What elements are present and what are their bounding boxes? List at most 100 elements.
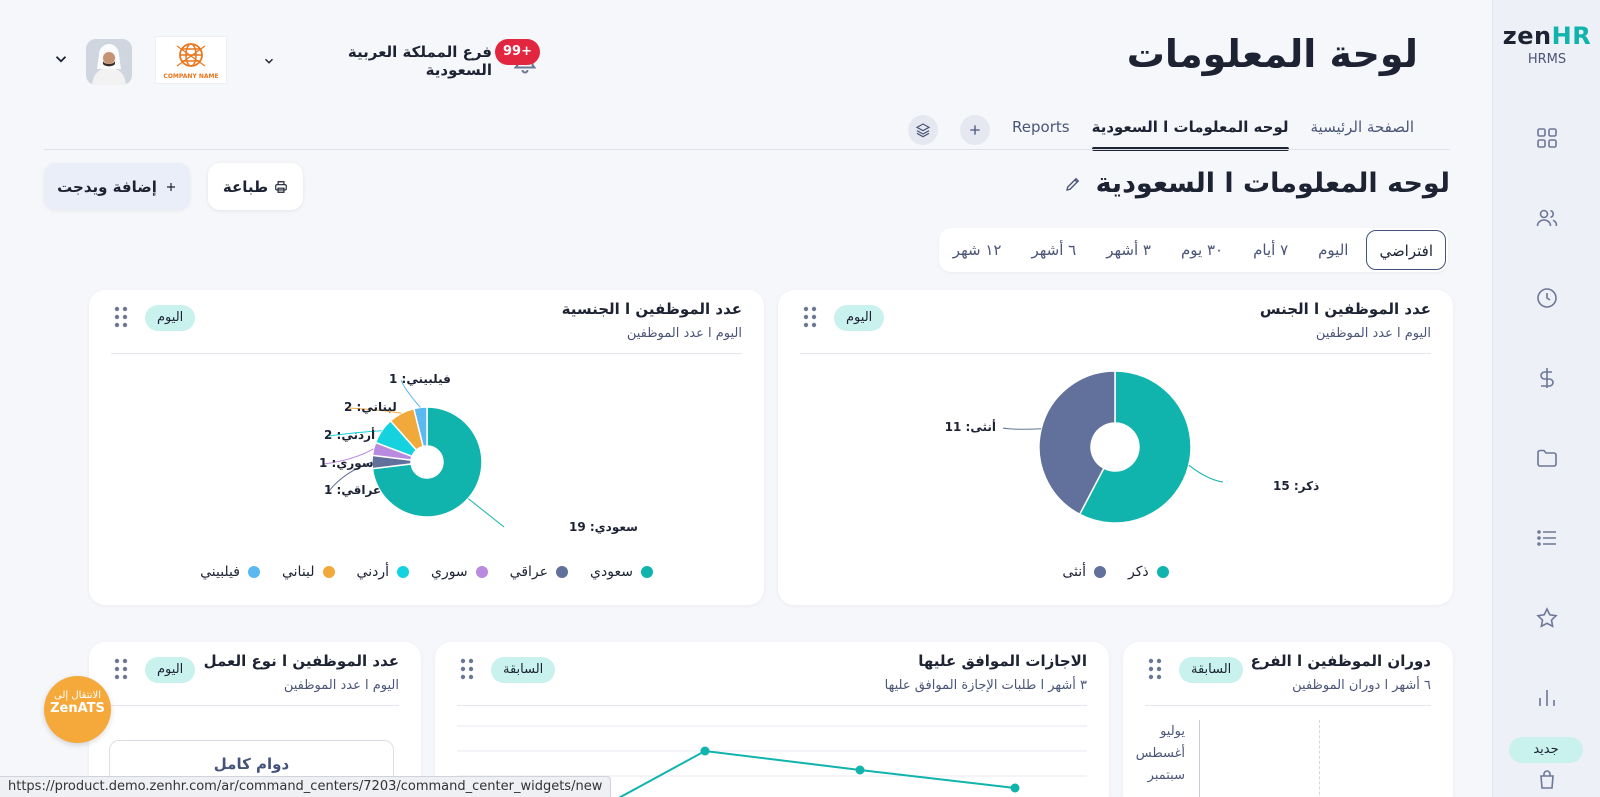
chevron-down-icon: [262, 54, 276, 68]
add-widget-button[interactable]: إضافة ويدجت: [44, 163, 190, 210]
company-logo-text: COMPANY NAME: [163, 72, 219, 80]
grid-icon[interactable]: [1535, 126, 1559, 150]
printer-icon: [274, 180, 288, 194]
star-icon[interactable]: [1535, 606, 1559, 630]
legend-item[interactable]: أردني: [357, 564, 409, 580]
add-tab-button[interactable]: [960, 115, 991, 145]
notification-count-badge[interactable]: 99+: [495, 39, 540, 65]
legend-dot: [640, 566, 653, 578]
grid-line: [1319, 720, 1320, 797]
legend-dot: [396, 566, 409, 578]
data-label: سوري: 1: [319, 456, 374, 471]
brand-logo: zenHR: [1502, 22, 1592, 50]
widget-divider: [111, 353, 742, 354]
list-icon[interactable]: [1535, 526, 1559, 550]
users-icon[interactable]: [1535, 206, 1559, 230]
drag-handle-icon[interactable]: [114, 306, 128, 328]
layers-button[interactable]: [908, 115, 939, 145]
legend-item[interactable]: فيلبيني: [200, 564, 260, 580]
legend-label: لبناني: [281, 564, 315, 580]
leader-line: [400, 379, 421, 408]
leader-line: [348, 407, 402, 414]
drag-handle-icon[interactable]: [460, 658, 474, 680]
layers-icon: [915, 123, 931, 138]
gender-legend: ذكر أنثى: [778, 564, 1453, 580]
data-label: أردني: 2: [324, 427, 375, 442]
legend-label: سعودي: [590, 564, 633, 580]
zenats-button[interactable]: الانتقال إلى ZenATS: [44, 676, 111, 743]
tab-home[interactable]: الصفحة الرئيسية: [1310, 118, 1415, 136]
dollar-icon[interactable]: [1535, 366, 1559, 390]
pie-slice-0[interactable]: [371, 406, 483, 518]
drag-handle-icon[interactable]: [803, 306, 817, 328]
legend-item[interactable]: لبناني: [282, 564, 335, 580]
leader-line: [328, 430, 382, 437]
legend-item[interactable]: عراقي: [510, 564, 569, 580]
period-30-days[interactable]: ٣٠ يوم: [1180, 241, 1224, 259]
legend-dot: [556, 566, 569, 578]
print-button[interactable]: طباعة: [208, 163, 303, 210]
legend-dot: [1094, 566, 1107, 578]
leader-line: [328, 461, 373, 492]
legend-item[interactable]: سوري: [431, 564, 488, 580]
zenats-line1: الانتقال إلى: [54, 690, 101, 701]
period-default[interactable]: افتراضي: [1366, 230, 1446, 270]
period-today[interactable]: اليوم: [1318, 241, 1349, 259]
tab-reports[interactable]: Reports: [1012, 118, 1070, 136]
data-label: عراقي: 1: [324, 483, 381, 497]
status-bar-url: https://product.demo.zenhr.com/ar/comman…: [0, 776, 612, 797]
add-widget-label: إضافة ويدجت: [57, 177, 157, 196]
nationality-legend: سعودي عراقي سوري أردني لبناني فيلبيني: [89, 564, 764, 580]
period-7-days[interactable]: ٧ أيام: [1253, 241, 1289, 259]
avatar[interactable]: [86, 39, 132, 85]
month-label: أغسطس: [1135, 746, 1185, 761]
data-label: لبناني: 2: [344, 400, 397, 414]
pie-slice-0[interactable]: [1078, 370, 1192, 524]
branch-selector[interactable]: فرع المملكة العربية السعودية: [262, 43, 492, 79]
chevron-down-icon[interactable]: [52, 50, 70, 68]
branch-name: فرع المملكة العربية السعودية: [347, 43, 492, 79]
widget-divider: [800, 353, 1431, 354]
legend-label: أنثى: [1062, 564, 1087, 580]
legend-item[interactable]: سعودي: [590, 564, 653, 580]
data-label: ذكر: 15: [1273, 479, 1319, 493]
legend-dot: [1156, 566, 1169, 578]
widget-subtitle: اليوم ا عدد الموظفين: [283, 678, 399, 693]
dashboard-tabs: الصفحة الرئيسية لوحه المعلومات ا السعودي…: [908, 110, 1415, 151]
month-label: يوليو: [1160, 724, 1185, 739]
print-label: طباعة: [222, 177, 269, 196]
widget-subtitle: اليوم ا عدد الموظفين: [1315, 326, 1431, 341]
legend-label: فيلبيني: [200, 564, 240, 580]
widget-title: عدد الموظفين ا الجنسية: [561, 300, 742, 318]
widget-subtitle: اليوم ا عدد الموظفين: [626, 326, 742, 341]
leader-line: [467, 498, 505, 528]
legend-item[interactable]: أنثى: [1062, 564, 1107, 580]
edit-pencil-icon[interactable]: [1064, 175, 1082, 193]
month-label: سبتمبر: [1147, 768, 1185, 783]
pie-slice-1[interactable]: [1038, 370, 1116, 516]
work-type-item[interactable]: دوام كامل: [109, 740, 394, 797]
drag-handle-icon[interactable]: [1148, 658, 1162, 680]
bag-icon[interactable]: [1535, 768, 1559, 792]
period-badge: السابقة: [491, 657, 556, 683]
data-label: أنثى: 11: [945, 419, 996, 434]
period-badge: اليوم: [834, 305, 885, 331]
legend-dot: [247, 566, 260, 578]
folder-icon[interactable]: [1535, 446, 1559, 470]
legend-item[interactable]: ذكر: [1128, 564, 1169, 580]
widget-title: دوران الموظفين ا الفرع: [1250, 652, 1431, 670]
period-badge: السابقة: [1179, 657, 1244, 683]
bar-chart-icon[interactable]: [1535, 686, 1559, 710]
clock-icon[interactable]: [1535, 286, 1559, 310]
period-3-months[interactable]: ٣ أشهر: [1106, 241, 1151, 259]
drag-handle-icon[interactable]: [114, 658, 128, 680]
dashboard-title: لوحه المعلومات ا السعودية: [1064, 168, 1450, 199]
period-6-months[interactable]: ٦ أشهر: [1031, 241, 1077, 259]
widget-title: عدد الموظفين ا الجنس: [1259, 300, 1431, 318]
tab-saudi-dashboard[interactable]: لوحه المعلومات ا السعودية: [1091, 110, 1289, 151]
period-12-months[interactable]: ١٢ شهر: [952, 241, 1002, 259]
pie-slice-5[interactable]: [412, 406, 428, 448]
widget-divider: [457, 705, 1087, 706]
brand[interactable]: zenHR HRMS: [1493, 22, 1600, 67]
nationality-widget: عدد الموظفين ا الجنسية اليوم ا عدد الموظ…: [89, 290, 764, 605]
